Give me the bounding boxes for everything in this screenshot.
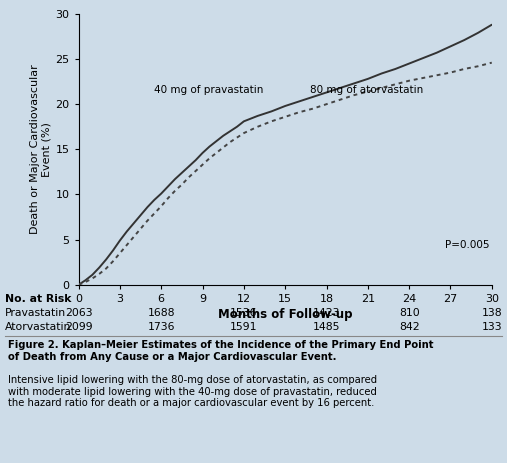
Text: 842: 842 <box>399 322 419 332</box>
Text: 1423: 1423 <box>313 308 340 318</box>
Text: 2063: 2063 <box>65 308 92 318</box>
Text: 2099: 2099 <box>65 322 92 332</box>
Text: 1736: 1736 <box>148 322 175 332</box>
Text: Intensive lipid lowering with the 80-mg dose of atorvastatin, as compared
with m: Intensive lipid lowering with the 80-mg … <box>8 375 377 408</box>
Text: Figure 2. Kaplan–Meier Estimates of the Incidence of the Primary End Point
of De: Figure 2. Kaplan–Meier Estimates of the … <box>8 340 433 362</box>
Text: 1536: 1536 <box>230 308 258 318</box>
Text: 810: 810 <box>399 308 419 318</box>
Text: 1591: 1591 <box>230 322 258 332</box>
X-axis label: Months of Follow-up: Months of Follow-up <box>218 308 352 321</box>
Y-axis label: Death or Major Cardiovascular
Event (%): Death or Major Cardiovascular Event (%) <box>30 64 51 234</box>
Text: 1485: 1485 <box>313 322 340 332</box>
Text: No. at Risk: No. at Risk <box>5 294 71 304</box>
Text: 1688: 1688 <box>148 308 175 318</box>
Text: P=0.005: P=0.005 <box>445 240 489 250</box>
Text: 40 mg of pravastatin: 40 mg of pravastatin <box>154 85 264 95</box>
Text: Atorvastatin: Atorvastatin <box>5 322 71 332</box>
Text: 133: 133 <box>482 322 502 332</box>
Text: 80 mg of atorvastatin: 80 mg of atorvastatin <box>310 85 423 95</box>
Text: Pravastatin: Pravastatin <box>5 308 66 318</box>
Text: 138: 138 <box>482 308 502 318</box>
